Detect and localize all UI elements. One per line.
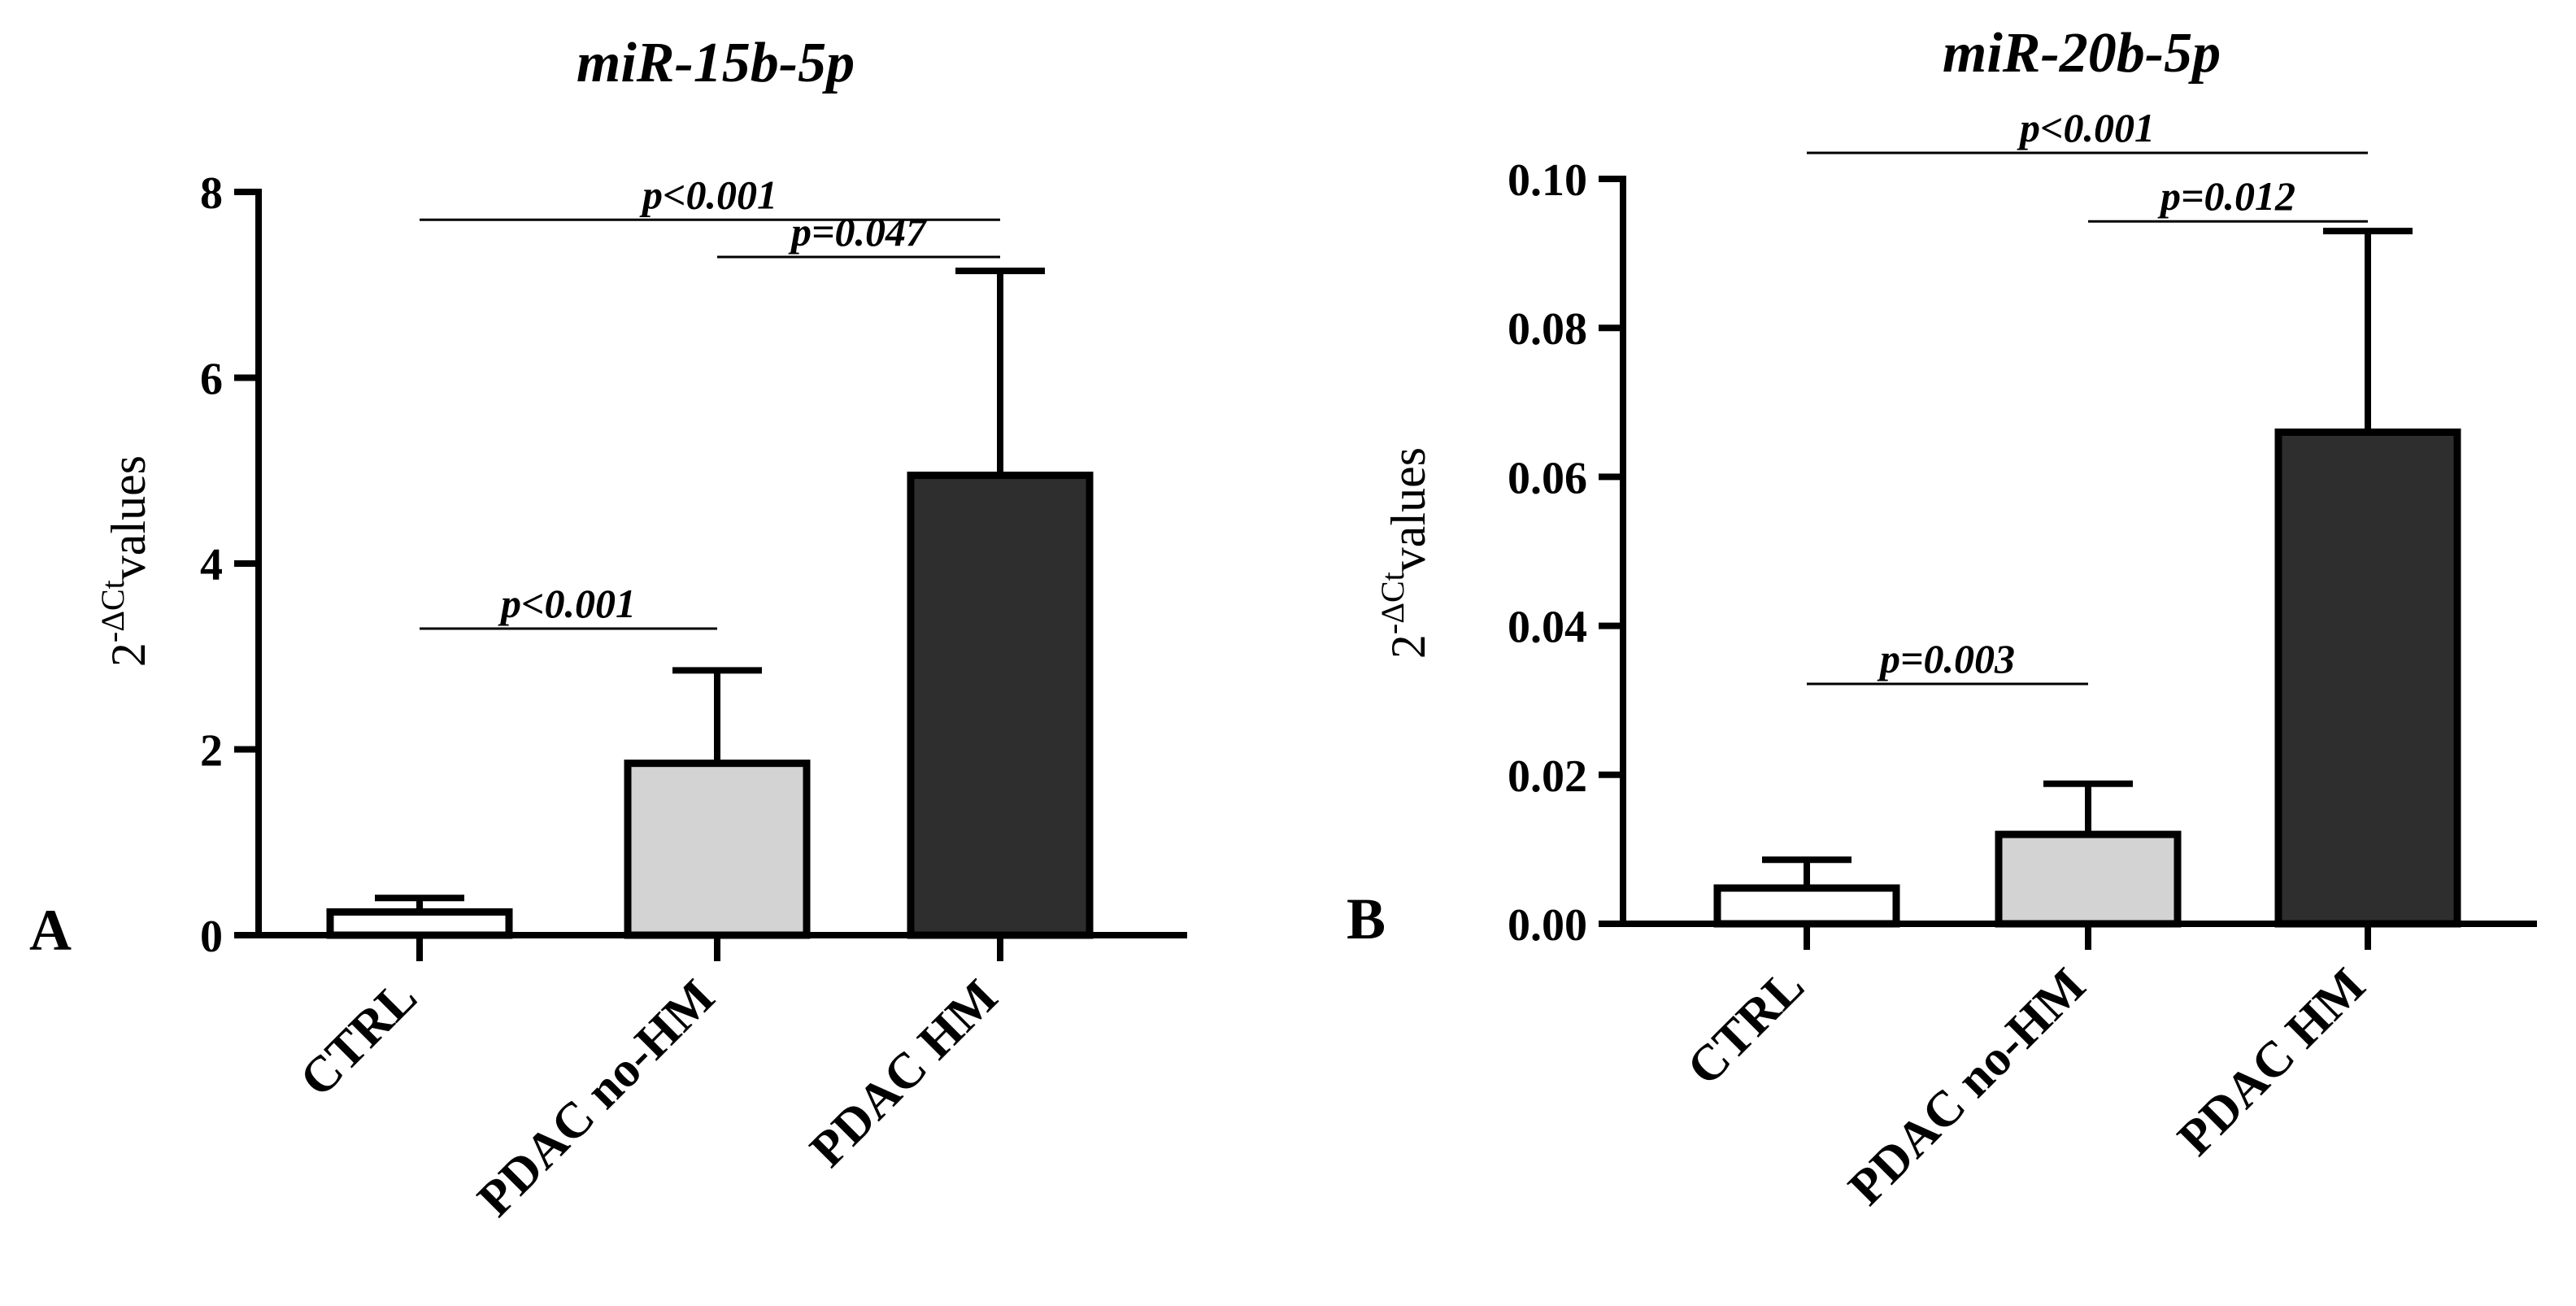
chart-title: miR-15b-5p — [577, 32, 855, 94]
x-tick-label: PDAC HM — [800, 969, 1008, 1178]
y-tick-label: 8 — [200, 168, 223, 219]
x-tick-label: CTRL — [289, 969, 428, 1108]
y-tick-label: 0.02 — [1508, 751, 1587, 802]
bar — [907, 471, 1094, 939]
y-tick-label: 0 — [200, 912, 223, 962]
y-tick-label: 0.06 — [1508, 453, 1587, 503]
x-tick-label: PDAC HM — [2168, 958, 2376, 1166]
y-tick-label: 0.10 — [1508, 155, 1587, 206]
y-axis-label-base: 2 — [102, 642, 155, 667]
significance-label: p<0.001 — [498, 581, 636, 626]
y-tick-label: 2 — [200, 726, 223, 777]
significance-label: p=0.012 — [2157, 173, 2295, 219]
panel-letter: A — [29, 898, 72, 963]
chart-title: miR-20b-5p — [1943, 22, 2221, 85]
significance-label: p=0.003 — [1877, 636, 2015, 681]
y-tick-label: 6 — [200, 355, 223, 405]
y-axis-label: 2-ΔCtvalues — [94, 455, 155, 667]
y-axis-label-base: 2 — [1382, 634, 1435, 659]
y-axis-label-text: values — [102, 455, 155, 580]
x-tick-label: PDAC no-HM — [1838, 958, 2096, 1216]
significance-label: p<0.001 — [2017, 105, 2155, 150]
y-axis-label-superscript: -ΔCt — [1374, 572, 1411, 634]
bar — [2274, 428, 2461, 928]
y-tick-label: 4 — [200, 540, 223, 590]
y-axis-label-superscript: -ΔCt — [94, 580, 131, 642]
bar — [624, 760, 811, 939]
y-tick-label: 0.04 — [1508, 603, 1587, 653]
y-tick-label: 0.08 — [1508, 304, 1587, 355]
y-axis-label-text: values — [1382, 447, 1435, 572]
bar — [1995, 830, 2182, 928]
x-tick-label: PDAC no-HM — [468, 969, 725, 1227]
y-tick-label: 0.00 — [1508, 900, 1587, 951]
panel-b: miR-20b-5p B 2-ΔCtvalues 0.00 0.02 0.04 0.06 0.… — [1347, 22, 2537, 1216]
significance-label: p=0.047 — [788, 209, 928, 255]
x-tick-label: CTRL — [1677, 958, 1815, 1096]
panel-letter: B — [1347, 886, 1386, 951]
y-axis-label: 2-ΔCtvalues — [1374, 447, 1435, 659]
significance-label: p<0.001 — [639, 172, 777, 217]
bar — [326, 908, 513, 939]
bar — [1713, 884, 1900, 928]
